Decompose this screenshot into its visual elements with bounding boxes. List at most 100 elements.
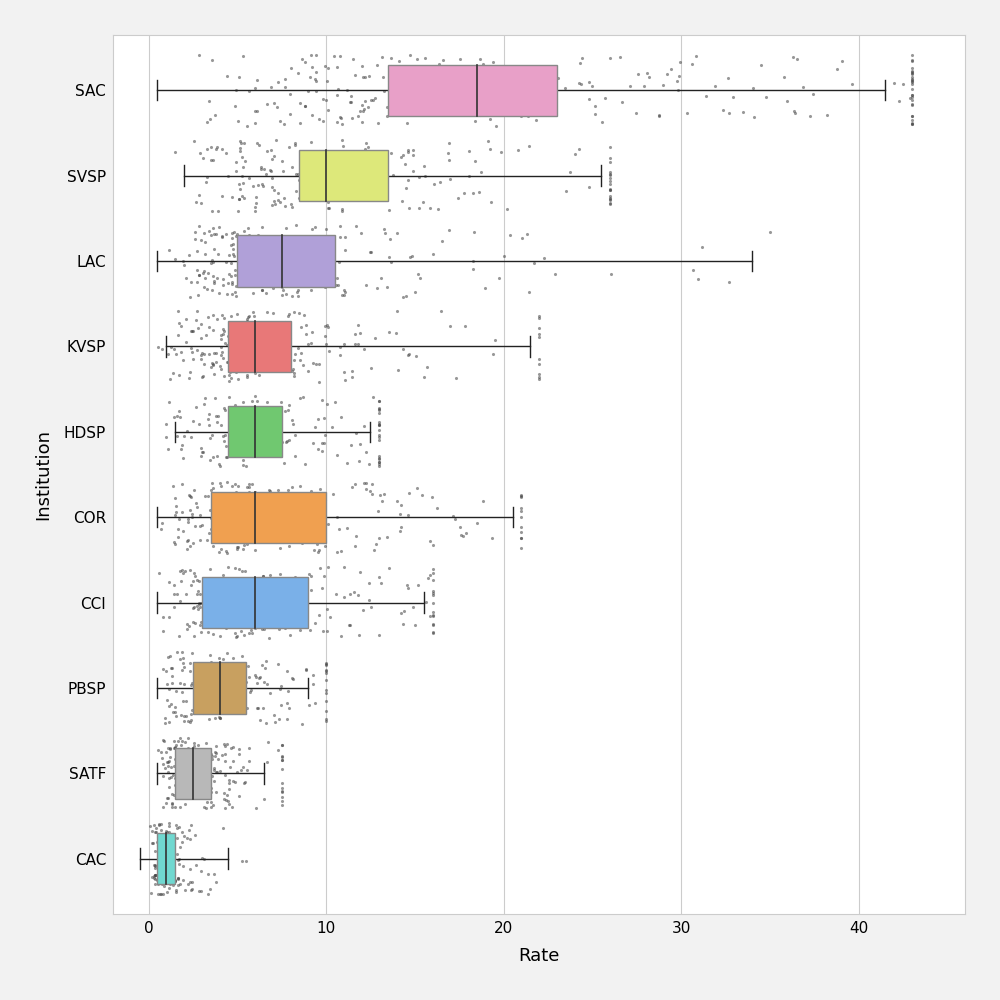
Point (388, 325, 404, 341)
Point (167, 704, 183, 720)
Point (329, 187, 345, 203)
Point (174, 562, 190, 578)
Point (160, 346, 176, 362)
Point (430, 201, 446, 217)
Point (284, 363, 300, 379)
Point (262, 483, 278, 499)
Point (307, 695, 323, 711)
Point (215, 326, 231, 342)
Point (373, 270, 389, 286)
Point (211, 544, 227, 560)
Point (536, 250, 552, 266)
Point (157, 715, 173, 731)
Point (196, 396, 212, 412)
Point (173, 707, 189, 723)
Point (214, 141, 230, 157)
Point (187, 518, 203, 534)
Point (185, 573, 201, 589)
Point (785, 49, 801, 65)
Point (250, 700, 266, 716)
Point (602, 191, 618, 207)
Point (339, 455, 355, 471)
Point (280, 515, 296, 531)
Point (425, 616, 441, 632)
Point (236, 775, 252, 791)
Point (164, 675, 180, 691)
Point (221, 367, 237, 383)
Point (316, 276, 332, 292)
Point (243, 622, 259, 638)
Point (305, 435, 321, 451)
Point (368, 175, 384, 191)
Point (196, 263, 212, 279)
Point (192, 507, 208, 523)
Point (206, 241, 222, 257)
Point (248, 195, 264, 211)
Point (228, 319, 244, 335)
Point (904, 115, 920, 131)
Point (167, 873, 183, 889)
Point (397, 156, 413, 172)
Point (405, 85, 421, 101)
Point (324, 419, 340, 435)
Point (224, 660, 240, 676)
Point (189, 784, 205, 800)
Point (181, 749, 197, 765)
Point (188, 495, 204, 511)
Point (205, 307, 221, 323)
Point (274, 748, 290, 764)
Point (238, 325, 254, 341)
Point (834, 53, 850, 69)
Point (243, 250, 259, 266)
Point (467, 113, 483, 129)
Point (175, 253, 191, 269)
Point (690, 271, 706, 287)
Point (367, 330, 383, 346)
Point (222, 603, 238, 619)
Point (273, 278, 289, 294)
Point (361, 68, 377, 84)
Point (584, 78, 600, 94)
Point (352, 150, 368, 166)
Point (270, 74, 286, 90)
Point (187, 568, 203, 584)
Point (243, 321, 259, 337)
Point (304, 324, 320, 340)
Point (216, 310, 232, 326)
Point (409, 480, 425, 496)
Point (371, 414, 387, 430)
Point (571, 75, 587, 91)
Point (274, 153, 290, 169)
Point (232, 133, 248, 149)
Point (245, 178, 261, 194)
Point (218, 792, 234, 808)
Point (209, 270, 225, 286)
Point (192, 701, 208, 717)
Point (288, 582, 304, 598)
Point (382, 59, 398, 75)
Point (371, 422, 387, 438)
Point (224, 276, 240, 292)
Point (308, 270, 324, 286)
Point (195, 444, 211, 460)
Point (161, 753, 177, 769)
Point (183, 429, 199, 445)
Point (239, 313, 255, 329)
Point (684, 56, 700, 72)
Point (303, 483, 319, 499)
Point (194, 444, 210, 460)
Point (242, 344, 258, 360)
Point (455, 528, 471, 544)
Point (522, 99, 538, 115)
Point (253, 161, 269, 177)
Point (282, 518, 298, 534)
Point (160, 740, 176, 756)
Point (342, 186, 358, 202)
Point (230, 203, 246, 219)
Point (274, 601, 290, 617)
Point (330, 190, 346, 206)
Point (735, 104, 751, 120)
Point (300, 257, 316, 273)
Point (282, 86, 298, 102)
Point (286, 365, 302, 381)
